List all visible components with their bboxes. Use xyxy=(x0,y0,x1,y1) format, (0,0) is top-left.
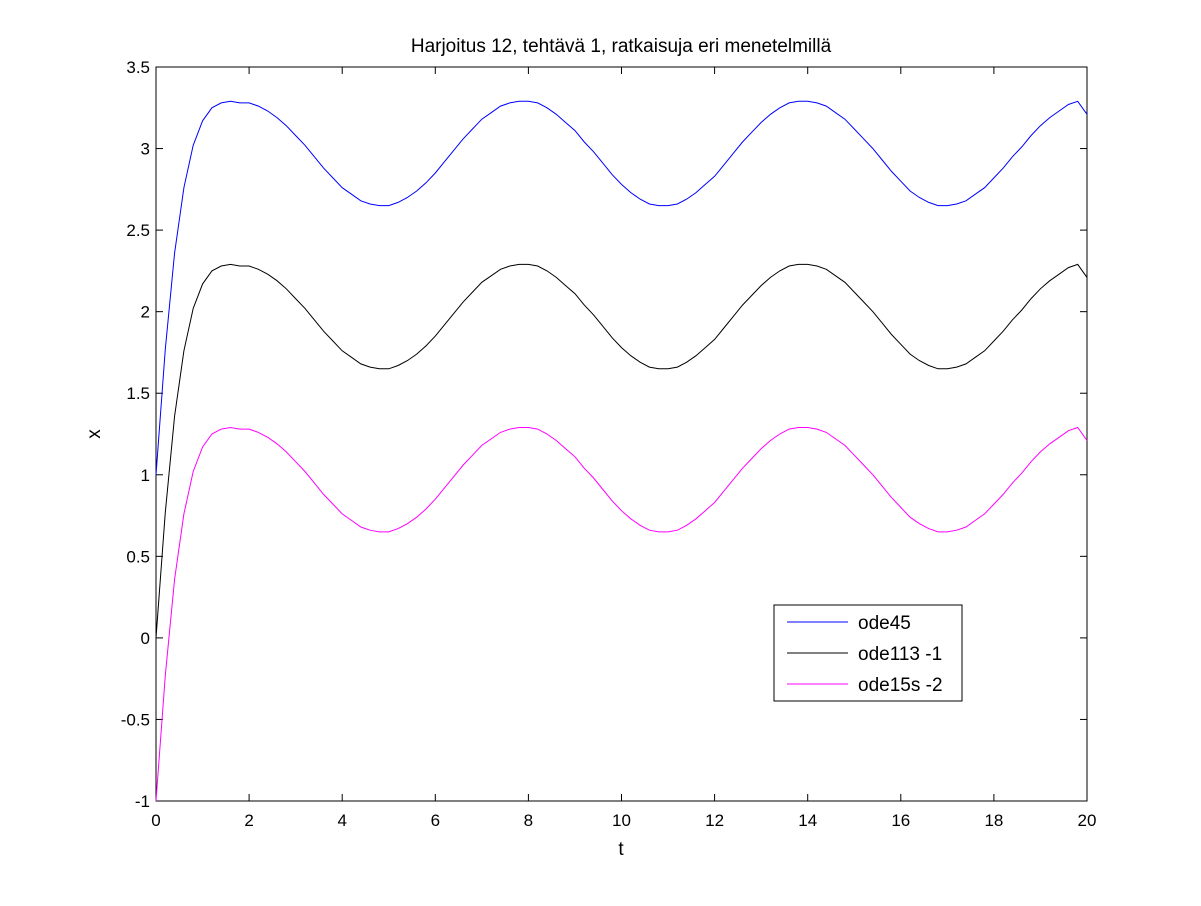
y-tick-label: 0.5 xyxy=(126,547,150,566)
y-tick-label: 1 xyxy=(141,466,150,485)
series-line-2 xyxy=(155,263,1088,638)
x-tick-label: 8 xyxy=(524,811,533,830)
legend-label: ode15s -2 xyxy=(858,675,943,696)
x-tick-label: 2 xyxy=(244,811,253,830)
y-tick-label: 1.5 xyxy=(126,384,150,403)
y-tick-label: -0.5 xyxy=(121,710,150,729)
x-tick-label: 10 xyxy=(612,811,631,830)
y-axis-label: x xyxy=(84,429,105,439)
y-tick-label: 3.5 xyxy=(126,58,150,77)
legend-items: ode45 ode113 -1 ode15s -2 xyxy=(787,613,943,696)
x-tick-label: 20 xyxy=(1078,811,1097,830)
y-axis: -1 -0.5 0 0.5 1 1.5 2 2.5 3 3.5 xyxy=(121,58,1087,811)
x-axis-label: t xyxy=(618,839,624,860)
x-axis: 0 2 4 6 8 10 12 14 16 18 20 xyxy=(151,67,1096,830)
x-tick-label: 4 xyxy=(337,811,346,830)
chart-title: Harjoitus 12, tehtävä 1, ratkaisuja eri … xyxy=(411,36,832,57)
x-tick-label: 0 xyxy=(151,811,160,830)
series-line-3 xyxy=(155,426,1088,802)
y-tick-label: 3 xyxy=(141,140,150,159)
y-tick-label: 2 xyxy=(141,303,150,322)
x-tick-label: 16 xyxy=(891,811,910,830)
legend-label: ode45 xyxy=(858,613,911,634)
y-tick-label: 0 xyxy=(141,629,150,648)
legend: ode45 ode113 -1 ode15s -2 xyxy=(773,604,963,702)
y-tick-label: 2.5 xyxy=(126,221,150,240)
series-layer xyxy=(155,100,1088,802)
x-tick-label: 18 xyxy=(984,811,1003,830)
x-tick-label: 12 xyxy=(705,811,724,830)
x-tick-label: 6 xyxy=(431,811,440,830)
y-tick-label: -1 xyxy=(135,792,150,811)
x-tick-label: 14 xyxy=(798,811,817,830)
legend-label: ode113 -1 xyxy=(858,644,942,665)
series-line-1 xyxy=(155,100,1088,475)
